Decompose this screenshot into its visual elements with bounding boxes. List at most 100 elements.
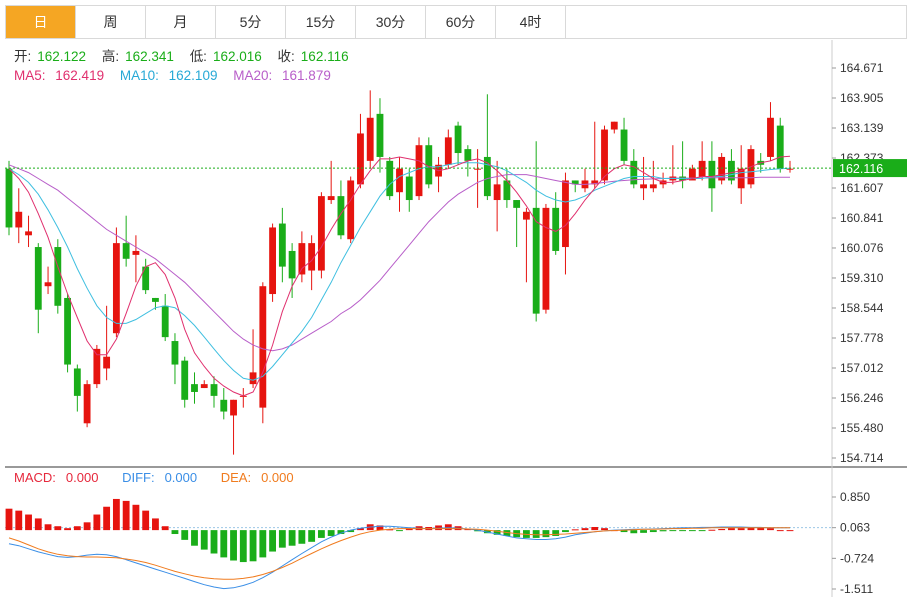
macd-bar-54 xyxy=(532,530,540,538)
candle-body-9 xyxy=(93,348,101,385)
tab-6[interactable]: 60分 xyxy=(426,6,496,38)
tab-4[interactable]: 15分 xyxy=(286,6,356,38)
period-tabs: 日周月 5分 15分 30分 60分 4时 xyxy=(5,5,907,39)
candle-body-46 xyxy=(454,125,462,154)
macd-bar-80 xyxy=(786,530,794,532)
candle-body-43 xyxy=(425,145,433,185)
macd-bar-14 xyxy=(142,510,150,531)
macd-bar-45 xyxy=(444,524,452,531)
candle-body-19 xyxy=(191,384,198,392)
macd-bar-76 xyxy=(747,527,755,531)
candle-body-5 xyxy=(54,247,62,306)
candle-body-52 xyxy=(513,200,521,208)
macd-bar-79 xyxy=(776,530,784,532)
ma20-value: 161.879 xyxy=(282,68,331,83)
candle-body-63 xyxy=(620,129,628,161)
candle-body-50 xyxy=(493,184,501,201)
candle-body-4 xyxy=(44,282,52,287)
candle-body-66 xyxy=(649,184,657,189)
price-tick-7: 159.310 xyxy=(840,271,884,285)
candle-body-78 xyxy=(767,117,774,157)
candle-body-6 xyxy=(64,297,71,365)
macd-bar-75 xyxy=(737,528,745,531)
dea-readout: DEA: 0.000 xyxy=(221,470,304,485)
candle-body-36 xyxy=(357,133,364,185)
macd-bar-4 xyxy=(44,524,52,531)
macd-bar-36 xyxy=(357,528,364,531)
macd-tick-1: 0.063 xyxy=(840,521,870,535)
macd-bar-66 xyxy=(649,530,657,533)
macd-bar-57 xyxy=(562,530,569,533)
candle-body-20 xyxy=(200,384,208,389)
open-value: 162.122 xyxy=(37,49,87,64)
macd-bar-16 xyxy=(161,526,169,531)
last-price-label: 162.116 xyxy=(839,162,883,176)
candle-body-61 xyxy=(601,129,608,181)
last-price-badge xyxy=(833,159,907,178)
ma10-line xyxy=(8,162,791,381)
tab-7[interactable]: 4时 xyxy=(496,6,566,38)
candle-body-41 xyxy=(405,176,413,201)
candle-body-72 xyxy=(708,160,716,189)
candle-body-11 xyxy=(112,243,120,334)
tab-0[interactable]: 日 xyxy=(6,6,76,38)
candle-body-18 xyxy=(181,360,189,400)
candle-body-16 xyxy=(161,305,169,338)
high-value: 162.341 xyxy=(125,49,174,64)
candle-body-29 xyxy=(288,250,296,279)
dea-value: 0.000 xyxy=(261,470,294,485)
ma10-readout: MA10: 162.109 xyxy=(120,68,224,83)
candle-body-3 xyxy=(34,247,42,310)
macd-bar-30 xyxy=(298,530,306,544)
candle-body-1 xyxy=(15,211,23,228)
macd-bar-74 xyxy=(728,528,735,531)
macd-bar-11 xyxy=(112,498,120,531)
candle-body-45 xyxy=(444,137,452,165)
macd-bar-31 xyxy=(308,530,316,542)
diff-readout: DIFF: 0.000 xyxy=(122,470,207,485)
macd-bar-6 xyxy=(64,528,71,531)
candle-body-80 xyxy=(786,168,794,170)
macd-bar-22 xyxy=(220,530,228,558)
candle-body-74 xyxy=(728,160,735,181)
macd-bar-2 xyxy=(25,514,32,531)
open-label: 开: xyxy=(14,49,32,64)
candle-body-60 xyxy=(591,180,599,185)
candle-body-38 xyxy=(376,113,384,157)
ohlc-info: 开: 162.122 高: 162.341 低: 162.016 收: 162.116 … xyxy=(14,47,361,85)
tab-2[interactable]: 月 xyxy=(146,6,216,38)
macd-bar-61 xyxy=(601,528,608,531)
candle-body-25 xyxy=(249,372,257,385)
ma5-readout: MA5: 162.419 xyxy=(14,68,110,83)
macd-bar-59 xyxy=(581,528,589,531)
price-tick-11: 156.246 xyxy=(840,391,884,405)
candle-body-40 xyxy=(396,168,403,193)
candle-body-79 xyxy=(776,125,784,169)
macd-bar-28 xyxy=(278,530,286,548)
close-value: 162.116 xyxy=(300,49,349,64)
candle-body-71 xyxy=(698,160,706,177)
macd-bar-3 xyxy=(34,518,42,531)
macd-bar-50 xyxy=(493,530,501,535)
price-tick-2: 163.139 xyxy=(840,121,884,135)
tab-5[interactable]: 30分 xyxy=(356,6,426,38)
macd-bar-33 xyxy=(327,530,335,536)
candle-body-23 xyxy=(230,399,237,416)
macd-bar-17 xyxy=(171,530,179,535)
price-tick-12: 155.480 xyxy=(840,421,884,435)
candle-body-2 xyxy=(25,231,32,236)
macd-bar-35 xyxy=(347,530,355,533)
tab-3[interactable]: 5分 xyxy=(216,6,286,38)
high-label: 高: xyxy=(101,49,120,64)
macd-bar-5 xyxy=(54,526,62,531)
macd-bar-51 xyxy=(503,530,511,536)
candle-body-42 xyxy=(415,145,423,197)
candle-body-15 xyxy=(152,297,159,302)
macd-bar-19 xyxy=(191,530,198,546)
tab-1[interactable]: 周 xyxy=(76,6,146,38)
macd-bar-68 xyxy=(669,530,677,532)
candle-body-33 xyxy=(327,196,335,201)
candle-body-70 xyxy=(688,168,696,181)
diff-label: DIFF: xyxy=(122,470,155,485)
